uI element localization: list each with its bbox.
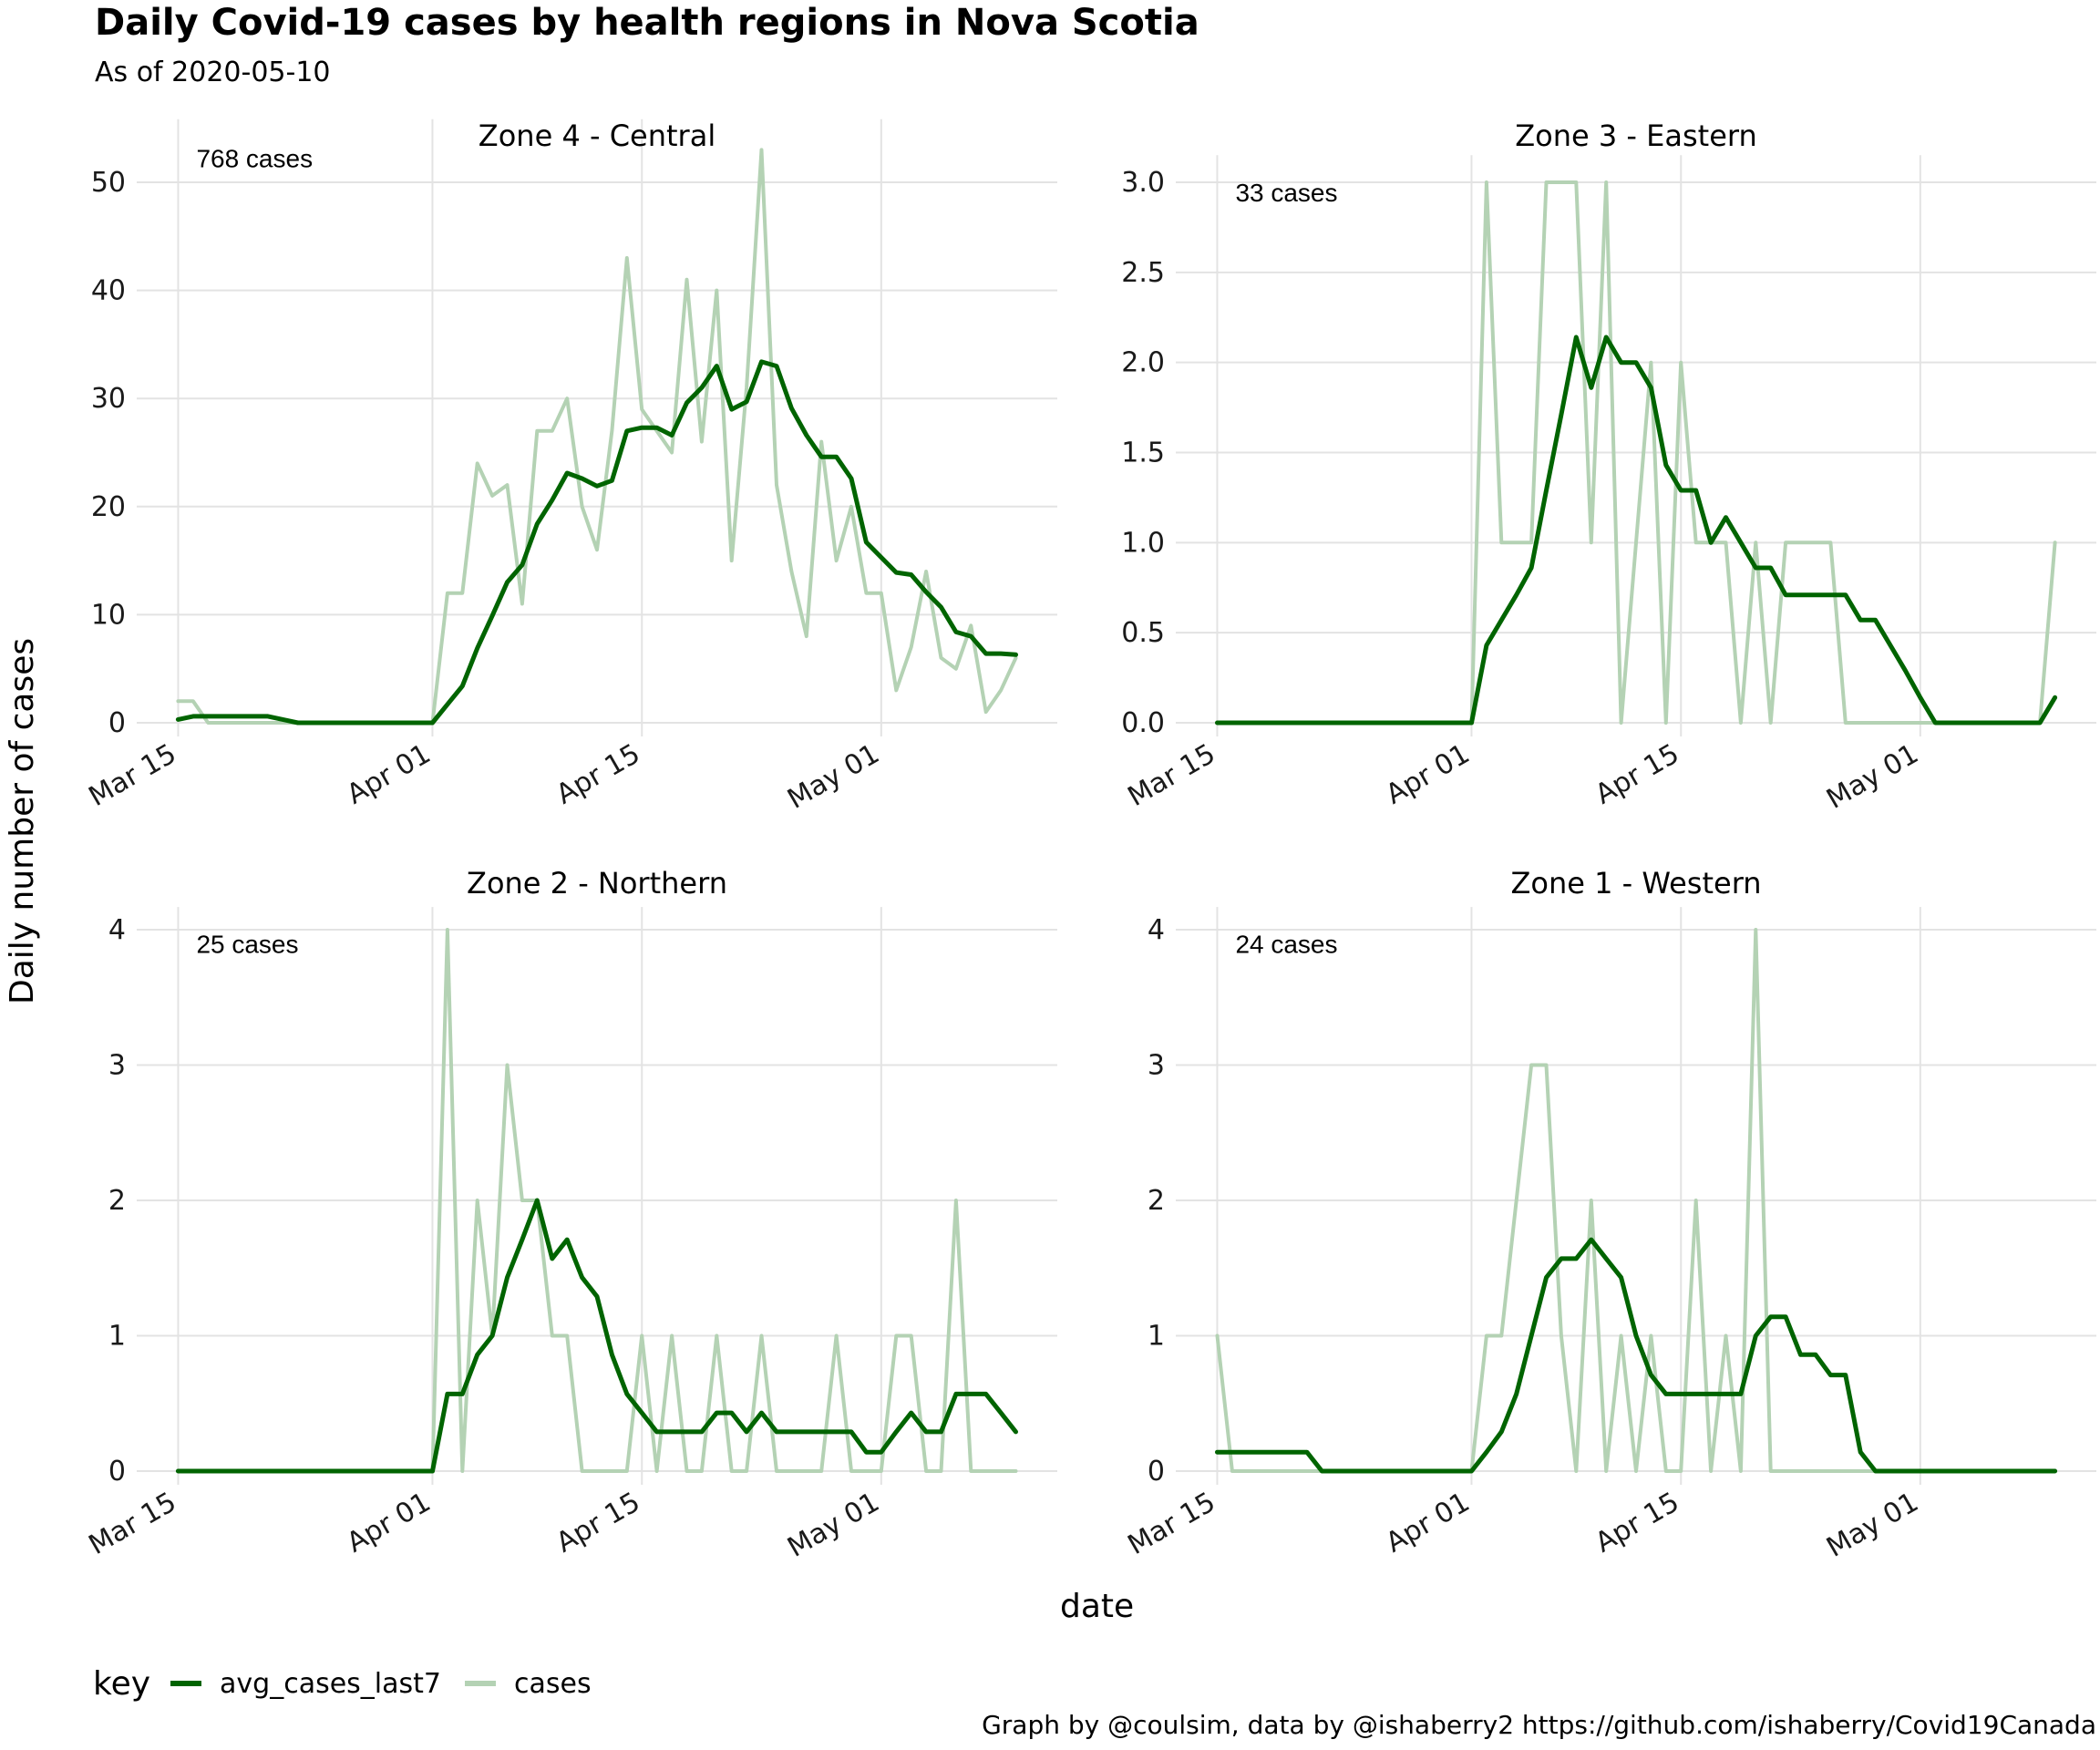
x-tick-label: Mar 15: [1123, 738, 1221, 813]
legend-label-cases: cases: [514, 1667, 592, 1700]
series-line-cases: [176, 148, 1018, 725]
series-line-avg: [175, 359, 1018, 726]
x-tick-label: May 01: [782, 738, 885, 816]
x-tick-label: Mar 15: [84, 738, 182, 813]
y-tick-label: 0.5: [1121, 617, 1165, 649]
panel-annotation: 24 cases: [1235, 931, 1337, 959]
y-tick-label: 0: [108, 1456, 126, 1488]
y-tick-label: 30: [91, 383, 126, 415]
caption: Graph by @coulsim, data by @ishaberry2 h…: [982, 1710, 2096, 1740]
legend-label-avg: avg_cases_last7: [220, 1667, 442, 1700]
panel-title: Zone 4 - Central: [479, 118, 715, 153]
y-tick-label: 50: [91, 167, 126, 199]
y-tick-label: 3.0: [1121, 167, 1165, 199]
y-tick-label: 2.5: [1121, 257, 1165, 289]
y-tick-label: 1.5: [1121, 438, 1165, 469]
legend-item-cases: cases: [465, 1668, 592, 1700]
chart-subtitle: As of 2020-05-10: [95, 57, 331, 88]
y-tick-label: 2: [108, 1185, 126, 1217]
series-line-cases: [176, 928, 1018, 1473]
y-tick-label: 3: [108, 1050, 126, 1082]
x-tick-label: Apr 15: [551, 1487, 645, 1560]
x-tick-label: Apr 15: [1590, 738, 1684, 811]
y-tick-label: 2.0: [1121, 347, 1165, 379]
y-tick-label: 1.0: [1121, 527, 1165, 559]
panel-title: Zone 3 - Eastern: [1515, 118, 1757, 153]
y-tick-label: 40: [91, 275, 126, 307]
series-line-cases: [1215, 180, 2057, 725]
y-tick-label: 2: [1148, 1185, 1165, 1217]
x-tick-label: May 01: [782, 1487, 885, 1564]
y-tick-label: 0: [1148, 1456, 1165, 1488]
chart-title: Daily Covid-19 cases by health regions i…: [95, 2, 1199, 44]
y-tick-label: 0: [108, 707, 126, 739]
x-tick-label: Apr 01: [342, 1487, 437, 1560]
x-tick-label: Apr 01: [1381, 738, 1476, 811]
y-tick-label: 4: [108, 914, 126, 946]
y-tick-label: 0.0: [1121, 707, 1165, 739]
legend: key avg_cases_last7 cases: [93, 1661, 615, 1706]
x-tick-label: Apr 01: [342, 738, 437, 811]
y-tick-label: 4: [1148, 914, 1165, 946]
x-axis-label: date: [1060, 1588, 1135, 1625]
panel-annotation: 33 cases: [1235, 179, 1337, 207]
legend-item-avg: avg_cases_last7: [170, 1668, 441, 1700]
legend-key-avg: [170, 1681, 202, 1686]
y-tick-label: 1: [1148, 1321, 1165, 1353]
x-tick-label: May 01: [1821, 738, 1924, 816]
series-line-cases: [1215, 928, 2057, 1473]
x-tick-label: Apr 15: [551, 738, 645, 811]
panel-annotation: 768 cases: [196, 144, 313, 172]
y-tick-label: 1: [108, 1321, 126, 1353]
legend-key-cases: [465, 1681, 497, 1686]
x-tick-label: May 01: [1821, 1487, 1924, 1564]
series-line-avg: [1215, 335, 2058, 726]
legend-title: key: [93, 1664, 151, 1703]
x-tick-label: Apr 01: [1381, 1487, 1476, 1560]
panel-title: Zone 2 - Northern: [467, 866, 727, 901]
x-tick-label: Mar 15: [84, 1487, 182, 1561]
x-tick-label: Mar 15: [1123, 1487, 1221, 1561]
series-line-avg: [1215, 1237, 2058, 1474]
y-tick-label: 20: [91, 491, 126, 523]
panel-title: Zone 1 - Western: [1510, 866, 1761, 901]
y-tick-label: 10: [91, 599, 126, 631]
y-tick-label: 3: [1148, 1050, 1165, 1082]
x-tick-label: Apr 15: [1590, 1487, 1684, 1560]
panel-annotation: 25 cases: [196, 931, 298, 959]
series-line-avg: [175, 1198, 1018, 1474]
